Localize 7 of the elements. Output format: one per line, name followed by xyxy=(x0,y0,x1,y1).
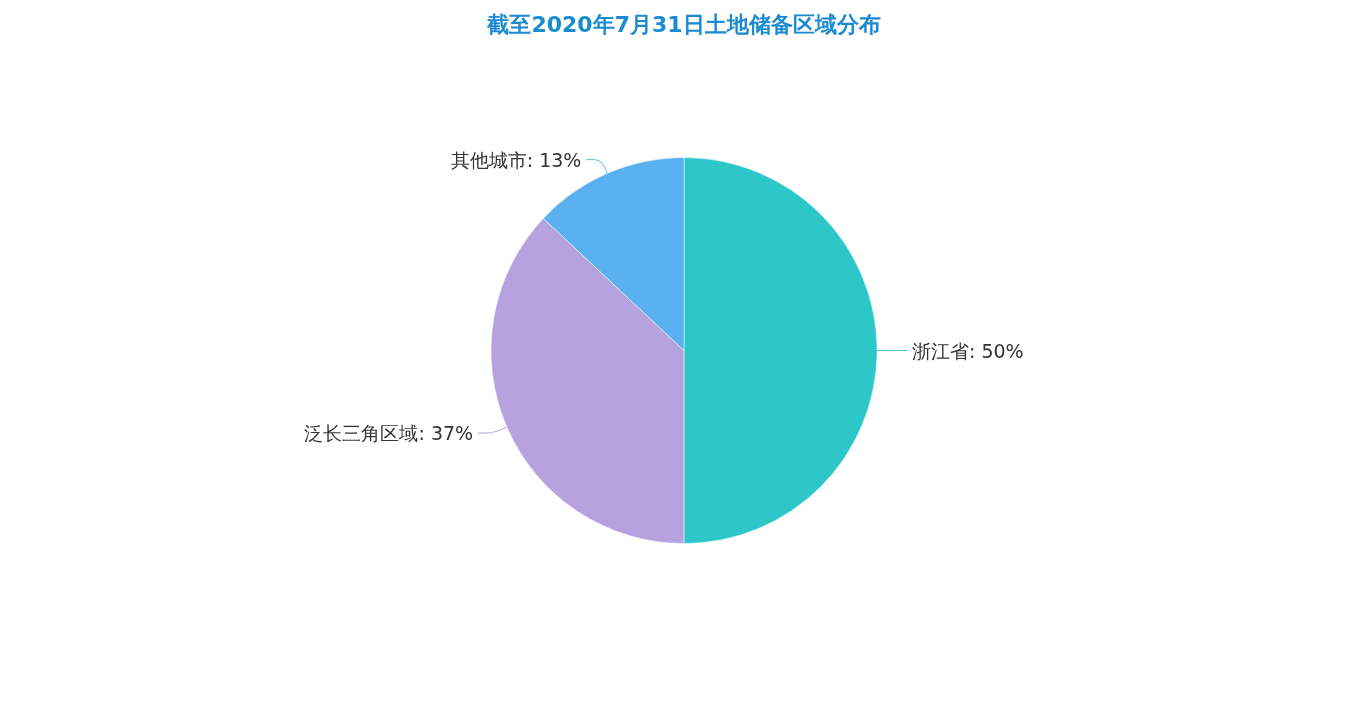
chart-title: 截至2020年7月31日土地储备区域分布 xyxy=(486,11,881,37)
slice-label: 浙江省 xyxy=(912,339,969,362)
slice-label: 泛长三角区域 xyxy=(304,422,419,445)
data-label: : 37% xyxy=(418,422,474,445)
data-label: : 13% xyxy=(526,148,582,171)
slice-label: 其他城市 xyxy=(450,148,527,171)
data-label: : 50% xyxy=(969,339,1024,362)
